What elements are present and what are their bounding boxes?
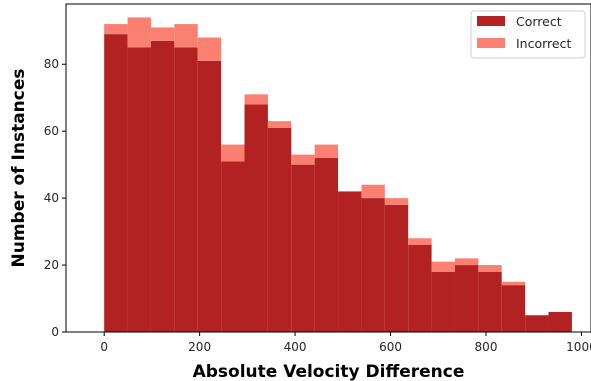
bar-correct — [431, 271, 455, 332]
bar-correct — [384, 204, 409, 332]
bar-incorrect — [431, 261, 455, 272]
y-axis-title: Number of Instances — [9, 68, 29, 267]
bar-correct — [174, 47, 198, 333]
bar-incorrect — [478, 265, 502, 272]
bar-incorrect — [361, 184, 385, 199]
plot-frame — [65, 3, 591, 333]
bar-correct — [197, 60, 222, 333]
x-tick-label: 800 — [475, 340, 498, 354]
bar-incorrect — [454, 258, 479, 266]
bars-group — [104, 17, 572, 333]
legend: Correct Incorrect — [470, 10, 586, 59]
bar-correct — [338, 191, 362, 332]
bar-correct — [361, 198, 385, 332]
legend-label: Correct — [516, 14, 562, 29]
bar-correct — [501, 285, 526, 332]
bar-correct — [291, 164, 315, 332]
y-tick-label: 60 — [44, 124, 59, 138]
bar-correct — [314, 157, 339, 332]
bar-correct — [150, 40, 175, 333]
y-tick-label: 40 — [44, 191, 59, 205]
y-tick-label: 80 — [44, 57, 59, 71]
bar-correct — [548, 311, 572, 332]
bar-correct — [104, 34, 128, 333]
bar-incorrect — [197, 37, 222, 61]
bar-correct — [478, 271, 502, 332]
bar-correct — [408, 244, 432, 332]
bar-incorrect — [104, 24, 128, 35]
bar-incorrect — [314, 144, 339, 158]
y-tick-label: 20 — [44, 258, 59, 272]
bar-correct — [267, 127, 292, 332]
bar-correct — [221, 161, 245, 332]
bar-incorrect — [150, 27, 175, 41]
bar-incorrect — [244, 94, 268, 105]
legend-swatch — [477, 38, 505, 48]
x-tick-label: 200 — [188, 340, 211, 354]
x-tick-label: 0 — [100, 340, 108, 354]
bar-incorrect — [408, 238, 432, 245]
legend-swatch — [477, 16, 505, 26]
legend-label: Incorrect — [516, 36, 571, 51]
bar-incorrect — [384, 198, 409, 205]
x-tick-label: 600 — [379, 340, 402, 354]
bar-incorrect — [221, 144, 245, 162]
x-axis-title: Absolute Velocity Difference — [193, 362, 465, 381]
bar-incorrect — [267, 121, 292, 128]
y-tick-label: 0 — [51, 325, 59, 339]
bar-incorrect — [501, 281, 526, 286]
bar-incorrect — [174, 24, 198, 48]
bar-incorrect — [127, 17, 151, 48]
x-tick-label: 400 — [284, 340, 307, 354]
bar-correct — [454, 265, 479, 332]
bar-correct — [244, 104, 268, 332]
bar-correct — [525, 315, 549, 332]
bar-incorrect — [291, 154, 315, 165]
bar-correct — [127, 47, 151, 333]
